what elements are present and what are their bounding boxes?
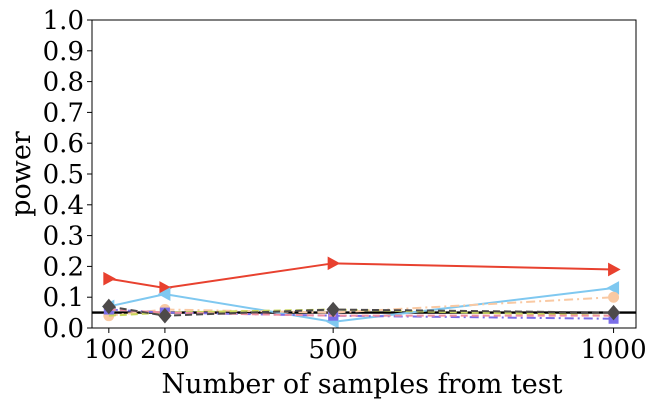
series-group	[101, 256, 621, 329]
x-tick-label: 100	[84, 335, 134, 365]
series-0	[103, 256, 621, 295]
x-axis-label: Number of samples from test	[162, 369, 563, 400]
series-0-point	[608, 262, 621, 277]
y-tick-label: 0.3	[43, 222, 84, 252]
series-6-point	[326, 301, 340, 318]
series-0-point	[103, 271, 116, 286]
series-2-line	[108, 296, 614, 317]
series-3-line	[108, 308, 614, 317]
axes: 0.00.10.20.30.40.50.60.70.80.91.0 100 200 5…	[43, 6, 647, 365]
y-tick-label: 0.0	[43, 314, 84, 344]
plot-background	[92, 20, 636, 328]
series-6-point	[158, 307, 172, 324]
series-2-point	[608, 291, 620, 303]
x-tick-label: 200	[140, 335, 190, 365]
y-tick-label: 0.7	[43, 98, 84, 128]
series-6-point	[606, 304, 621, 321]
y-axis-label: power	[6, 131, 37, 217]
y-tick-label: 0.6	[43, 129, 84, 159]
y-tick-label: 0.9	[43, 37, 84, 67]
plot-area	[92, 20, 636, 328]
y-tick-label: 0.2	[43, 252, 84, 282]
y-tick-label: 0.5	[43, 160, 84, 190]
series-6	[102, 298, 621, 324]
series-0-line	[108, 262, 614, 289]
series-3	[108, 308, 614, 317]
series-0-point	[327, 256, 341, 271]
y-tick-label: 1.0	[43, 6, 84, 36]
y-tick-label: 0.1	[43, 283, 84, 313]
series-4-line	[108, 308, 614, 320]
x-tick-label: 500	[308, 335, 358, 365]
y-tick-label: 0.8	[43, 68, 84, 98]
x-tick-label: 1000	[580, 335, 646, 365]
series-1-point	[606, 281, 620, 295]
y-tick-label: 0.4	[43, 191, 84, 221]
series-1-point	[157, 287, 171, 301]
series-6-point	[102, 298, 116, 315]
series-6-line	[108, 305, 614, 317]
